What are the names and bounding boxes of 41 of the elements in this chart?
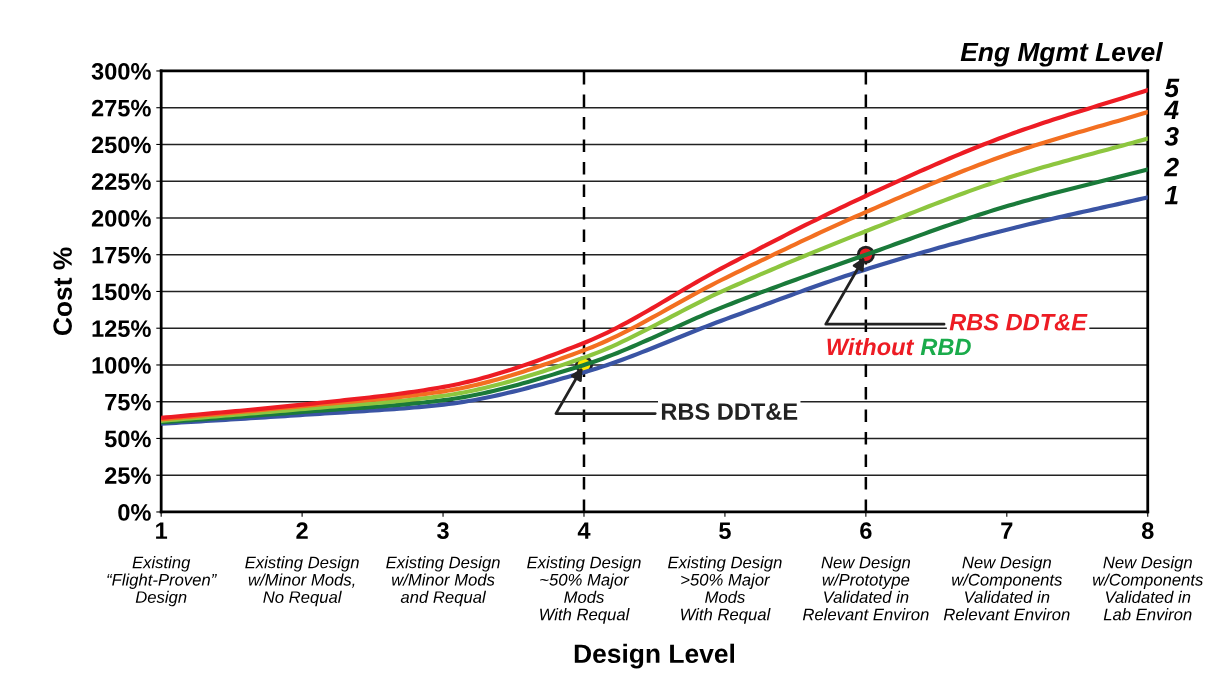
text: Existing Design w/Minor Mods and Requal bbox=[386, 556, 500, 607]
text: Existing Design w/Minor Mods, No Requal bbox=[245, 556, 359, 607]
x-tick-label: 5 bbox=[719, 522, 731, 540]
y-tick-label: 225% bbox=[91, 173, 151, 190]
x-tick-label: 3 bbox=[437, 522, 449, 540]
y-tick-label: 150% bbox=[92, 283, 151, 301]
y-tick-label: 100% bbox=[92, 357, 151, 374]
text: Existing Design >50% Major Mods With Requal bbox=[668, 556, 782, 624]
y-tick-label: 275% bbox=[91, 99, 151, 117]
text: New Design w/Components Validated in Relevant Environ bbox=[943, 556, 1070, 621]
y-tick-label: 125% bbox=[92, 320, 151, 338]
x-axis-title: Design Level bbox=[574, 643, 734, 669]
x-tick-label: 2 bbox=[296, 522, 308, 539]
annotation: RBD bbox=[920, 338, 971, 356]
text: New Design w/Prototype Validated in Relevant Environ bbox=[802, 556, 929, 621]
annotation: Without bbox=[827, 337, 915, 356]
annotation: RBS DDT&E bbox=[949, 313, 1088, 331]
series-label: 5 bbox=[1164, 78, 1180, 98]
y-tick-label: 75% bbox=[105, 393, 151, 411]
series-label: 3 bbox=[1164, 126, 1179, 146]
series-label: 4 bbox=[1163, 100, 1179, 119]
y-tick-label: 0% bbox=[118, 504, 151, 521]
y-tick-label: 200% bbox=[91, 210, 151, 227]
y-tick-label: 25% bbox=[105, 467, 151, 485]
annotation: RBS DDT&E bbox=[661, 403, 798, 420]
x-tick-label: 8 bbox=[1141, 522, 1154, 540]
text: Existing “Flight-Proven” Design bbox=[107, 556, 217, 607]
x-tick-label: 4 bbox=[577, 522, 591, 539]
text: New Design w/Components Validated in Lab Environ bbox=[1092, 556, 1203, 621]
series-label: 1 bbox=[1164, 186, 1178, 205]
y-tick-label: 175% bbox=[92, 246, 151, 264]
text: Existing Design ~50% Major Mods With Requal bbox=[527, 556, 641, 624]
y-tick-label: 250% bbox=[91, 136, 151, 154]
x-tick-label: 7 bbox=[1001, 522, 1013, 539]
x-tick-label: 6 bbox=[860, 522, 872, 540]
x-tick-label: 1 bbox=[156, 522, 168, 539]
y-axis-title: Cost % bbox=[53, 247, 72, 336]
y-tick-label: 300% bbox=[91, 63, 151, 80]
y-tick-label: 50% bbox=[104, 430, 151, 448]
legend-title: Eng Mgmt Level bbox=[960, 41, 1163, 67]
series-label: 2 bbox=[1163, 157, 1179, 177]
